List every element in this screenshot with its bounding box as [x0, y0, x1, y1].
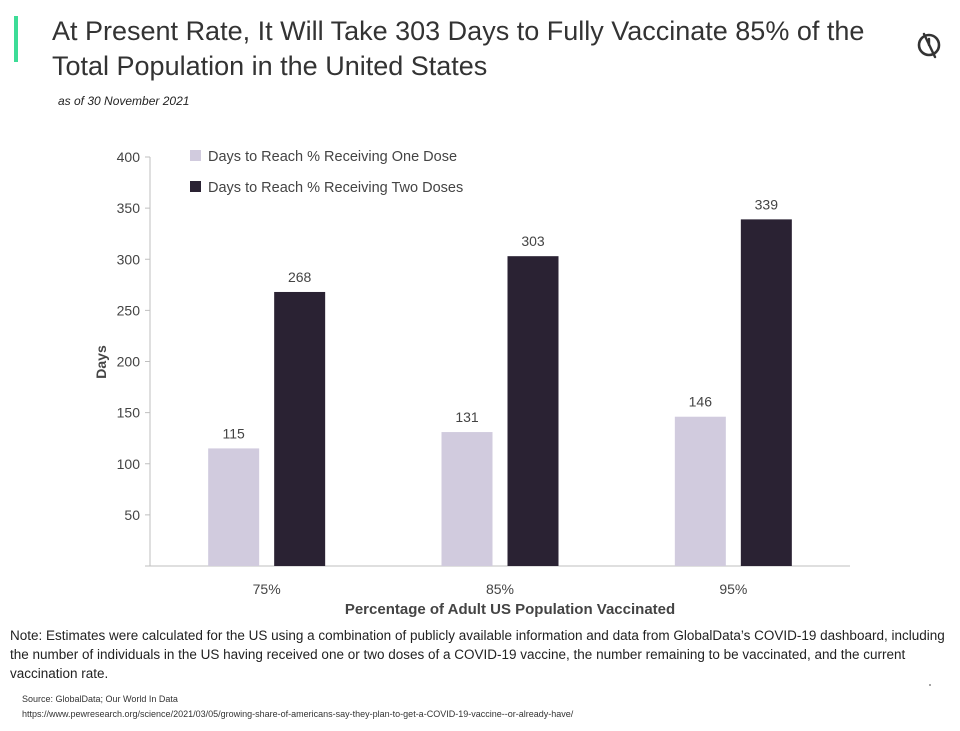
accent-bar: [14, 16, 18, 62]
x-tick-label: 95%: [719, 581, 747, 597]
legend-swatch: [190, 181, 201, 192]
y-tick-label: 50: [124, 507, 140, 523]
source-url: https://www.pewresearch.org/science/2021…: [22, 709, 574, 719]
x-axis-title: Percentage of Adult US Population Vaccin…: [345, 601, 675, 618]
data-label: 115: [223, 425, 246, 441]
page-subtitle: as of 30 November 2021: [58, 94, 190, 108]
y-axis-title: Days: [93, 345, 109, 379]
page-title: At Present Rate, It Will Take 303 Days t…: [52, 16, 865, 81]
bar: [507, 256, 559, 566]
x-tick-label: 75%: [253, 581, 281, 597]
bar: [740, 219, 792, 566]
bar: [674, 416, 726, 566]
source-text: Source: GlobalData; Our World In Data: [22, 694, 178, 704]
data-label: 303: [521, 233, 545, 249]
source-block: Source: GlobalData; Our World In Data ht…: [22, 692, 573, 722]
y-tick-label: 250: [117, 302, 141, 318]
legend-label: Days to Reach % Receiving One Dose: [208, 149, 457, 165]
y-tick-label: 200: [117, 354, 141, 370]
y-tick-label: 350: [117, 200, 141, 216]
bar: [274, 291, 326, 566]
bar: [441, 432, 493, 566]
legend-label: Days to Reach % Receiving Two Doses: [208, 180, 463, 196]
data-label: 268: [288, 269, 312, 285]
decorative-dot: [929, 684, 931, 686]
x-tick-label: 85%: [486, 581, 514, 597]
data-label: 339: [755, 196, 779, 212]
data-label: 146: [689, 394, 713, 410]
y-tick-label: 150: [117, 405, 141, 421]
no-clock-icon: [917, 32, 941, 59]
y-tick-label: 400: [117, 149, 141, 165]
bar-chart: 50 100 150 200 250 300 350 400 115 268 75% 131 303 85…: [93, 149, 850, 618]
data-label: 131: [455, 409, 479, 425]
bar: [208, 448, 260, 566]
footnote: Note: Estimates were calculated for the …: [10, 628, 945, 681]
y-tick-label: 300: [117, 251, 141, 267]
y-tick-label: 100: [117, 456, 141, 472]
legend-swatch: [190, 150, 201, 161]
